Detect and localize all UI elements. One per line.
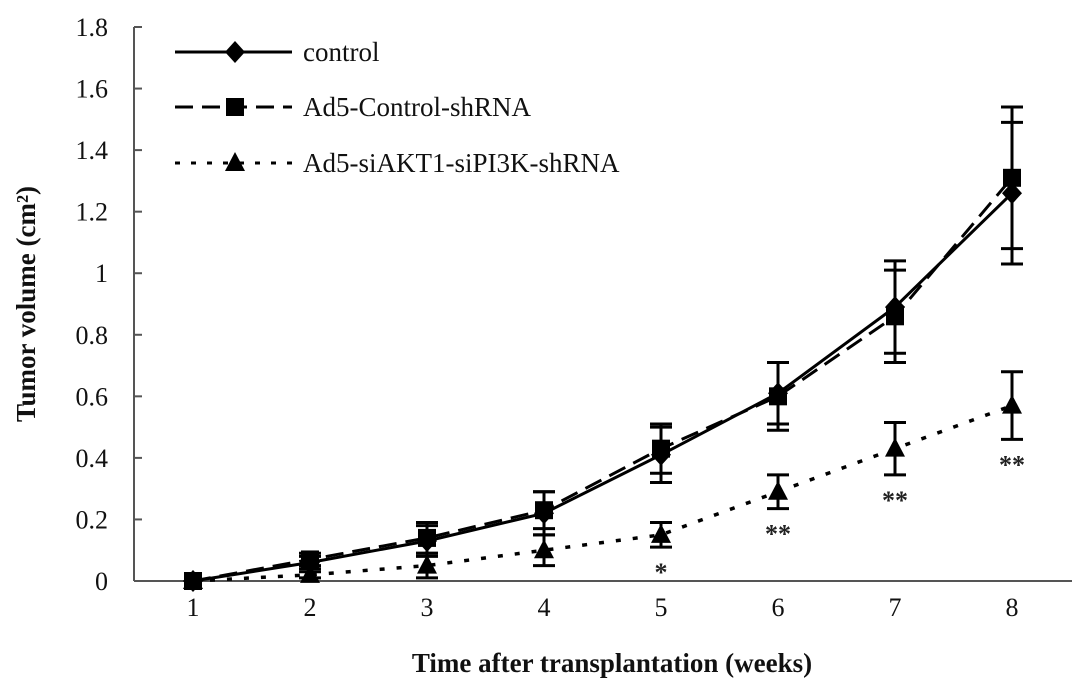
series-line bbox=[192, 176, 1014, 583]
data-point-triangle bbox=[417, 554, 437, 574]
data-point-square bbox=[769, 387, 787, 406]
significance-marker: ** bbox=[882, 486, 908, 515]
data-point-triangle bbox=[768, 480, 788, 500]
x-ticks: 1 2 3 4 5 6 7 8 bbox=[187, 593, 1019, 622]
annotations: ******* bbox=[655, 450, 1026, 587]
data-point-triangle bbox=[534, 539, 554, 559]
legend-marker-diamond bbox=[225, 41, 245, 63]
x-tick-label: 5 bbox=[655, 593, 668, 622]
legend-item-diamond: control bbox=[175, 37, 379, 67]
legend-marker-triangle bbox=[225, 152, 245, 171]
x-tick-label: 1 bbox=[187, 593, 200, 622]
legend-item-triangle: Ad5-siAKT1-siPI3K-shRNA bbox=[175, 148, 620, 178]
data-point-square bbox=[886, 307, 904, 326]
legend-label: Ad5-Control-shRNA bbox=[303, 92, 531, 122]
data-point-square bbox=[1003, 168, 1021, 187]
legend-marker-square bbox=[226, 98, 244, 116]
x-tick-label: 7 bbox=[889, 593, 902, 622]
x-axis-title: Time after transplantation (weeks) bbox=[412, 648, 812, 678]
y-tick-label: 1.8 bbox=[76, 13, 109, 42]
series-line bbox=[192, 192, 1014, 583]
significance-marker: * bbox=[655, 558, 668, 587]
y-tick-label: 1 bbox=[95, 259, 108, 288]
y-tick-label: 0.6 bbox=[76, 382, 109, 411]
x-tick-label: 2 bbox=[304, 593, 317, 622]
data-point-triangle bbox=[300, 563, 320, 583]
y-axis-title: Tumor volume (cm²) bbox=[11, 186, 41, 422]
series-line bbox=[192, 403, 1013, 583]
y-tick-label: 0.8 bbox=[76, 321, 109, 350]
data-point-triangle bbox=[1002, 394, 1022, 414]
data-point-square bbox=[535, 501, 553, 520]
data-point-square bbox=[301, 550, 319, 569]
data-point-triangle bbox=[183, 570, 203, 589]
x-tick-label: 6 bbox=[772, 593, 785, 622]
y-tick-label: 0 bbox=[95, 567, 108, 596]
y-ticks: 0 0.2 0.4 0.6 0.8 1 1.2 1.4 1.6 1.8 bbox=[76, 13, 142, 596]
data-point-square bbox=[652, 439, 670, 458]
y-tick-label: 0.4 bbox=[76, 444, 109, 473]
data-point-triangle bbox=[885, 437, 905, 457]
series-triangle bbox=[183, 370, 1023, 589]
y-tick-label: 1.4 bbox=[76, 136, 109, 165]
axes bbox=[133, 27, 1072, 582]
y-tick-label: 0.2 bbox=[76, 505, 109, 534]
x-tick-label: 3 bbox=[421, 593, 434, 622]
legend-label: control bbox=[303, 37, 379, 67]
significance-marker: ** bbox=[765, 520, 791, 549]
series-square bbox=[184, 105, 1023, 590]
legend-item-square: Ad5-Control-shRNA bbox=[175, 92, 531, 122]
x-tick-label: 8 bbox=[1006, 593, 1019, 622]
y-tick-label: 1.6 bbox=[76, 75, 109, 104]
data-point-square bbox=[418, 528, 436, 547]
series-layer bbox=[183, 105, 1023, 592]
data-point-triangle bbox=[651, 523, 671, 543]
legend: control Ad5-Control-shRNA Ad5-siAKT1-siPI3… bbox=[175, 37, 620, 178]
series-diamond bbox=[183, 120, 1023, 592]
significance-marker: ** bbox=[999, 450, 1025, 479]
x-tick-label: 4 bbox=[538, 593, 551, 622]
y-tick-label: 1.2 bbox=[76, 198, 109, 227]
legend-label: Ad5-siAKT1-siPI3K-shRNA bbox=[303, 148, 620, 178]
